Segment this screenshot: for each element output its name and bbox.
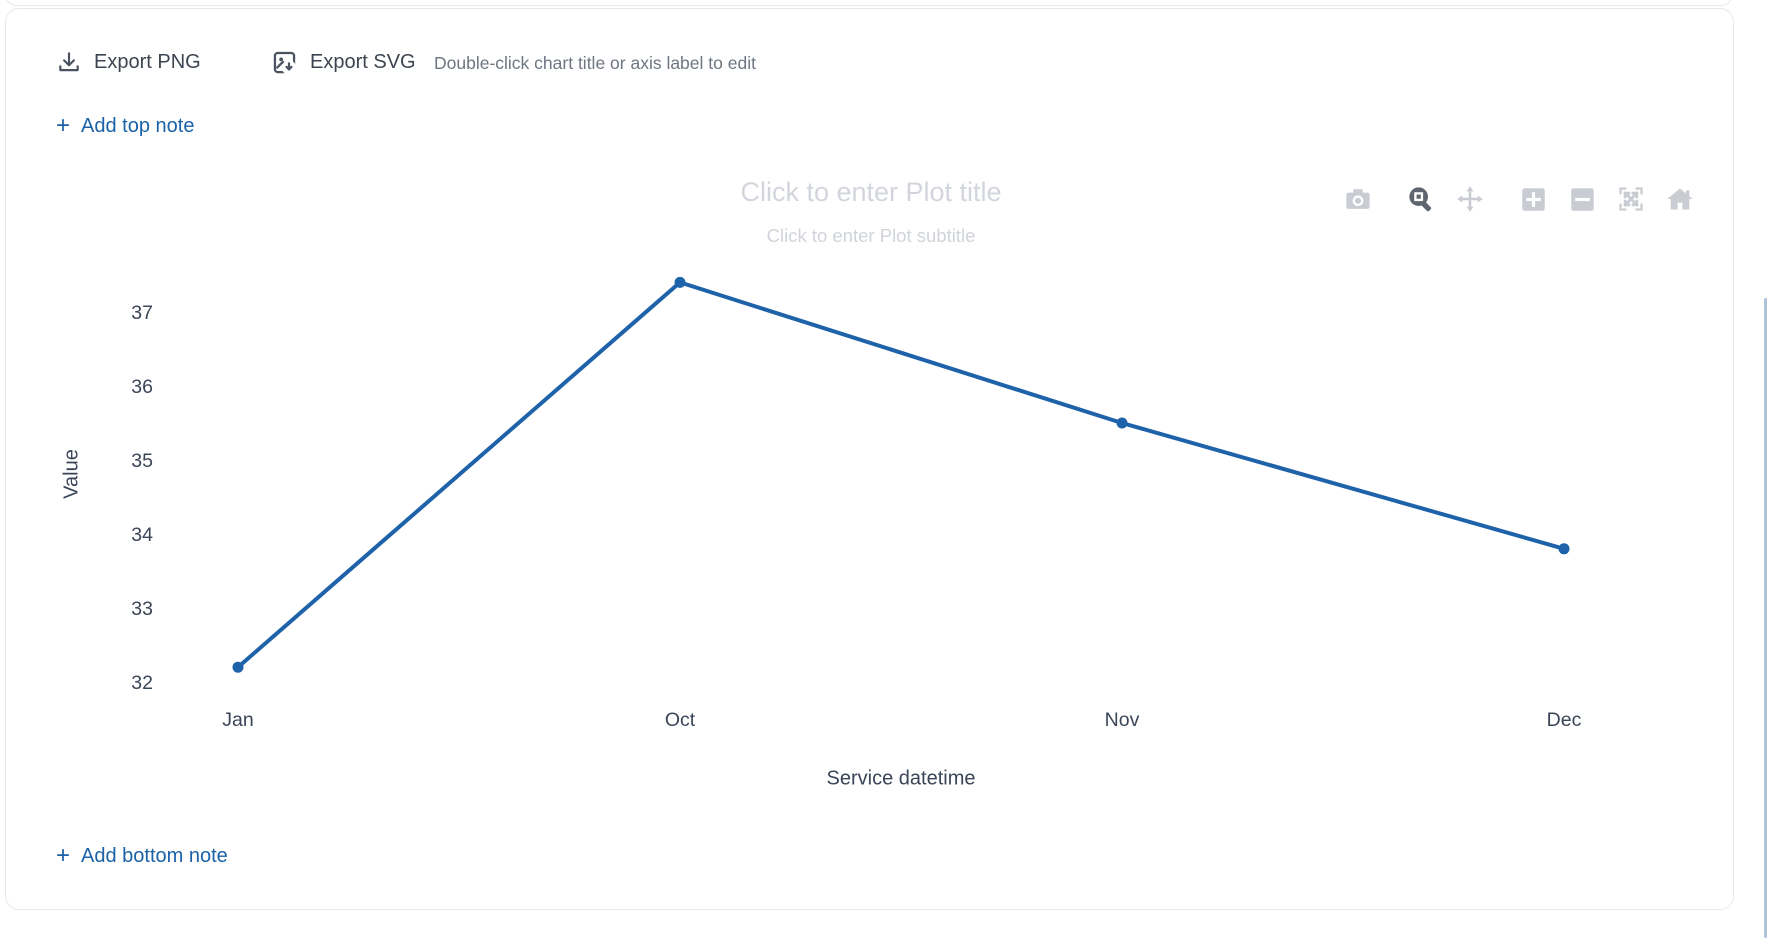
export-png-label: Export PNG [94,50,201,73]
y-tick-label: 36 [131,376,153,398]
add-top-note-label: Add top note [81,115,195,137]
data-point-marker [1116,417,1128,429]
download-icon [56,49,82,75]
export-svg-button[interactable]: Export SVG [271,49,416,76]
data-point-marker [1558,543,1570,555]
chart-builder-card: Export PNG Export SVG Double-click chart… [5,8,1734,910]
x-tick-label: Nov [1105,709,1140,731]
data-point-marker [674,276,686,288]
zoom-in-icon[interactable] [1518,184,1548,214]
x-tick-label: Oct [665,709,696,731]
y-axis-title[interactable]: Value [60,449,83,499]
plus-icon: + [56,111,71,139]
plus-icon: + [56,841,71,869]
x-axis-title[interactable]: Service datetime [826,767,976,790]
x-tick-label: Jan [222,709,253,731]
data-point-marker [232,661,244,673]
image-download-icon [271,49,298,76]
y-tick-label: 34 [131,524,153,546]
export-png-button[interactable]: Export PNG [56,49,201,75]
plot-modebar [1343,184,1695,214]
edit-hint-text: Double-click chart title or axis label t… [434,53,756,73]
upper-panel-edge [5,0,1733,6]
y-tick-label: 35 [131,450,153,472]
add-bottom-note-label: Add bottom note [81,845,228,867]
export-svg-label: Export SVG [310,51,416,73]
y-tick-label: 33 [131,598,153,620]
add-top-note-button[interactable]: + Add top note [56,111,195,139]
autoscale-icon[interactable] [1616,184,1646,214]
line-series [236,280,1565,669]
y-tick-label: 37 [131,302,153,324]
right-scrollbar[interactable] [1764,298,1767,938]
zoom-box-icon[interactable] [1406,184,1436,214]
pan-icon[interactable] [1455,184,1485,214]
y-tick-label: 32 [131,672,153,694]
reset-axes-home-icon[interactable] [1665,184,1695,214]
plot-title-placeholder[interactable]: Click to enter Plot title [740,177,1002,207]
x-tick-label: Dec [1547,709,1582,731]
camera-snapshot-icon[interactable] [1343,184,1373,214]
add-bottom-note-button[interactable]: + Add bottom note [56,841,228,869]
zoom-out-icon[interactable] [1567,184,1597,214]
plot-subtitle-placeholder[interactable]: Click to enter Plot subtitle [766,225,976,246]
